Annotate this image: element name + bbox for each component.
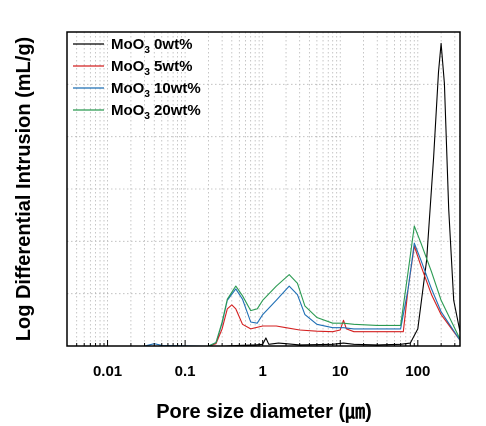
x-tick-label: 0.1 (175, 363, 196, 380)
legend-entry-label: MoO3 10wt% (111, 80, 201, 100)
x-tick-label: 100 (405, 363, 430, 380)
x-tick-label: 0.01 (93, 363, 122, 380)
x-tick-label: 10 (332, 363, 349, 380)
legend-entry-label: MoO3 20wt% (111, 102, 201, 122)
x-tick-label: 1 (259, 363, 267, 380)
x-axis-ticks: 0.01 0.1 1 10 100 (66, 340, 456, 380)
x-axis-label: Pore size diameter (㎛) (156, 401, 372, 423)
series-line (67, 225, 461, 347)
legend: MoO3 0wt%MoO3 5wt%MoO3 10wt%MoO3 20wt% (73, 36, 201, 122)
grid-lines (66, 32, 460, 346)
plot-area-frame (66, 31, 461, 347)
legend-entry-label: MoO3 0wt% (111, 36, 192, 56)
legend-entry-label: MoO3 5wt% (111, 58, 192, 78)
y-axis-label: Log Differential Intrusion (mL/g) (13, 37, 35, 341)
